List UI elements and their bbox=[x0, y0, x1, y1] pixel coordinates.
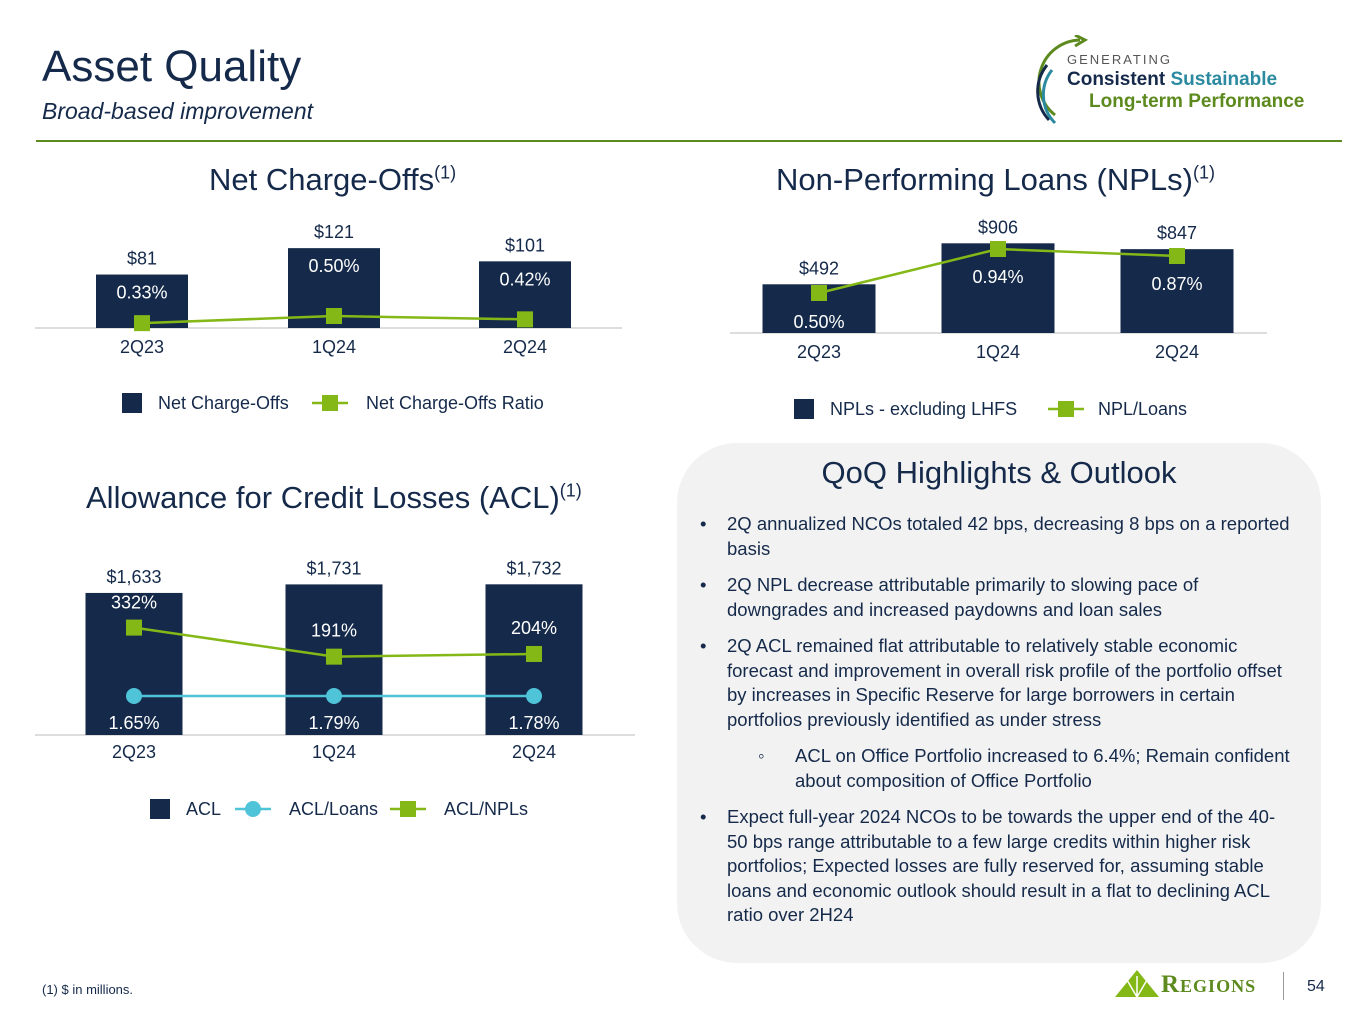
line-value-label: 0.94% bbox=[972, 267, 1023, 287]
highlight-item: 2Q NPL decrease attributable primarily t… bbox=[700, 573, 1290, 622]
line-value-label: 0.87% bbox=[1151, 274, 1202, 294]
legend-swatch-marker bbox=[400, 801, 416, 817]
category-tick-label: 2Q24 bbox=[1155, 342, 1199, 362]
category-tick-label: 2Q23 bbox=[112, 742, 156, 762]
line-value-label: 1.65% bbox=[108, 713, 159, 733]
highlights-title: QoQ Highlights & Outlook bbox=[821, 455, 1177, 490]
circular-arrow-icon bbox=[1036, 33, 1089, 125]
line-value-label: 1.78% bbox=[508, 713, 559, 733]
highlight-item: Expect full-year 2024 NCOs to be towards… bbox=[700, 805, 1290, 928]
logo-long-term: Long-term Performance bbox=[1089, 91, 1305, 112]
logo-consistent: Consistent bbox=[1067, 69, 1166, 90]
header-divider bbox=[36, 140, 1342, 142]
line-marker bbox=[526, 645, 542, 662]
category-tick-label: 1Q24 bbox=[312, 337, 356, 357]
category-tick-label: 1Q24 bbox=[976, 342, 1020, 362]
line-value-label: 191% bbox=[311, 621, 357, 641]
legend-swatch-marker bbox=[322, 395, 338, 411]
category-tick-label: 2Q23 bbox=[797, 342, 841, 362]
highlight-subitem: ACL on Office Portfolio increased to 6.4… bbox=[700, 744, 1290, 793]
highlight-item: 2Q annualized NCOs totaled 42 bps, decre… bbox=[700, 512, 1290, 561]
bar-value-label: $1,633 bbox=[106, 567, 161, 587]
category-tick-label: 2Q24 bbox=[503, 337, 547, 357]
regions-pyramid-icon bbox=[1115, 970, 1159, 998]
legend-label: ACL/Loans bbox=[289, 799, 378, 819]
bar-value-label: $121 bbox=[314, 222, 354, 242]
highlights-list: 2Q annualized NCOs totaled 42 bps, decre… bbox=[700, 512, 1290, 940]
bar-value-label: $906 bbox=[978, 217, 1018, 237]
bar-value-label: $1,732 bbox=[506, 558, 561, 578]
legend-label: ACL bbox=[186, 799, 221, 819]
line-marker bbox=[134, 315, 150, 332]
line-marker bbox=[326, 308, 342, 324]
footnote: (1) $ in millions. bbox=[42, 982, 134, 997]
line-value-label: 0.50% bbox=[308, 256, 359, 276]
tagline-logo: GENERATING Consistent Sustainable Long-t… bbox=[1035, 33, 1325, 125]
line-marker bbox=[326, 688, 342, 704]
line-value-label: 332% bbox=[111, 593, 157, 613]
line-value-label: 0.42% bbox=[499, 269, 550, 289]
category-tick-label: 1Q24 bbox=[312, 742, 356, 762]
legend-swatch-marker bbox=[245, 801, 261, 817]
legend-swatch-bar bbox=[122, 393, 142, 413]
footer-divider bbox=[1283, 972, 1284, 1000]
line-marker bbox=[517, 311, 533, 328]
page-subtitle: Broad-based improvement bbox=[42, 98, 314, 124]
line-marker bbox=[126, 688, 142, 704]
legend-label: Net Charge-Offs Ratio bbox=[366, 393, 544, 413]
legend-swatch-marker bbox=[1058, 401, 1074, 417]
bar-value-label: $847 bbox=[1157, 223, 1197, 243]
line-marker bbox=[126, 619, 142, 636]
line-marker bbox=[990, 241, 1006, 257]
logo-sustainable: Sustainable bbox=[1170, 69, 1278, 90]
line-marker bbox=[526, 688, 542, 704]
highlight-item: 2Q ACL remained flat attributable to rel… bbox=[700, 634, 1290, 732]
line-value-label: 0.33% bbox=[116, 283, 167, 303]
bar-value-label: $81 bbox=[127, 249, 157, 269]
line-value-label: 204% bbox=[511, 618, 557, 638]
npl-chart-title: Non-Performing Loans (NPLs)(1) bbox=[776, 162, 1215, 197]
regions-logo: Regions bbox=[1113, 968, 1255, 1003]
bar-value-label: $101 bbox=[505, 235, 545, 255]
bar-2Q23 bbox=[85, 592, 183, 735]
line-value-label: 0.50% bbox=[793, 312, 844, 332]
regions-wordmark: Regions bbox=[1161, 971, 1257, 998]
line-marker bbox=[326, 648, 342, 665]
line-marker bbox=[811, 285, 827, 301]
legend-label: Net Charge-Offs bbox=[158, 393, 289, 413]
category-tick-label: 2Q24 bbox=[512, 742, 556, 762]
category-tick-label: 2Q23 bbox=[120, 337, 164, 357]
page-number: 54 bbox=[1307, 978, 1325, 995]
nco-chart-title: Net Charge-Offs(1) bbox=[209, 162, 457, 197]
legend-label: ACL/NPLs bbox=[444, 799, 528, 819]
acl-chart-title: Allowance for Credit Losses (ACL)(1) bbox=[86, 480, 582, 515]
legend-swatch-bar bbox=[150, 799, 170, 819]
legend-label: NPLs - excluding LHFS bbox=[830, 399, 1017, 419]
legend-label: NPL/Loans bbox=[1098, 399, 1187, 419]
legend-swatch-bar bbox=[794, 399, 814, 419]
bar-value-label: $1,731 bbox=[306, 558, 361, 578]
logo-generating: GENERATING bbox=[1067, 52, 1172, 67]
line-marker bbox=[1169, 248, 1185, 264]
bar-value-label: $492 bbox=[799, 258, 839, 278]
page-title: Asset Quality bbox=[42, 42, 302, 91]
line-value-label: 1.79% bbox=[308, 713, 359, 733]
